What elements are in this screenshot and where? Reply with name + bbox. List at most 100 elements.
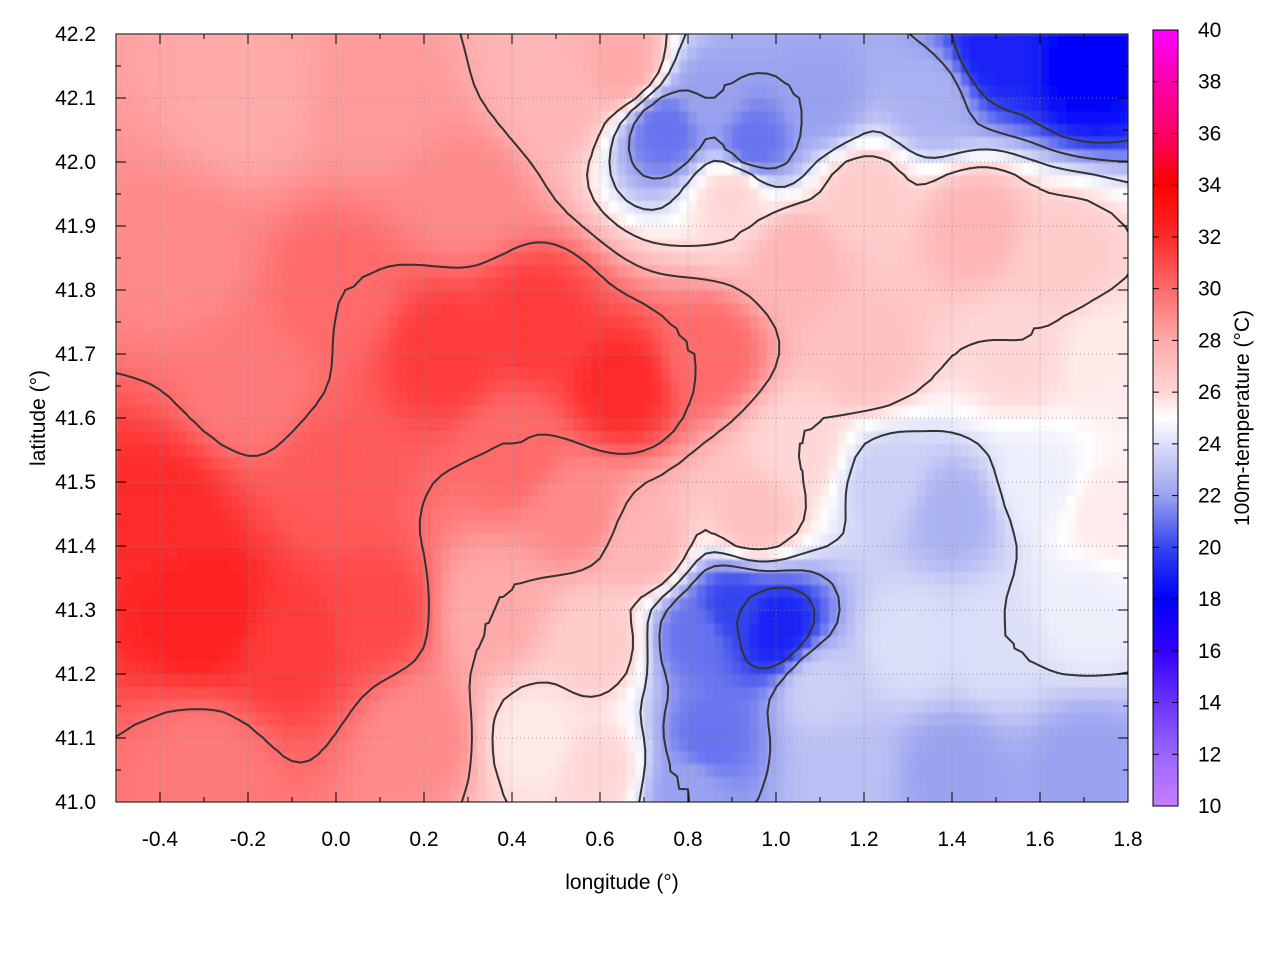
heatmap-cell <box>652 584 663 598</box>
heatmap-cell <box>168 750 179 765</box>
heatmap-cell <box>1013 482 1023 496</box>
heatmap-cell <box>908 418 918 432</box>
heatmap-cell <box>476 610 487 624</box>
heatmap-cell <box>987 251 997 265</box>
heatmap-cell <box>309 341 319 355</box>
heatmap-cell <box>793 341 803 355</box>
heatmap-cell <box>388 238 399 253</box>
heatmap-cell <box>362 571 372 585</box>
heatmap-cell <box>582 738 592 752</box>
heatmap-cell <box>996 443 1006 457</box>
heatmap-cell <box>265 238 275 253</box>
heatmap-cell <box>547 405 557 419</box>
heatmap-cell <box>688 738 698 752</box>
heatmap-cell <box>406 520 416 534</box>
heatmap-cell <box>864 507 874 521</box>
heatmap-cell <box>309 738 319 752</box>
heatmap-cell <box>802 443 812 457</box>
heatmap-cell <box>248 251 258 265</box>
heatmap-cell <box>397 686 407 701</box>
heatmap-cell <box>186 520 196 534</box>
heatmap-cell <box>168 546 179 560</box>
heatmap-cell <box>644 341 654 355</box>
heatmap-cell <box>969 405 979 419</box>
heatmap-cell <box>186 725 196 739</box>
heatmap-cell <box>309 251 319 265</box>
heatmap-cell <box>1022 750 1032 765</box>
heatmap-cell <box>186 443 196 457</box>
heatmap-cell <box>503 789 513 802</box>
heatmap-cell <box>925 315 935 329</box>
heatmap-cell <box>969 763 979 777</box>
heatmap-cell <box>899 418 909 432</box>
heatmap-cell <box>591 686 601 701</box>
heatmap-cell <box>520 610 531 624</box>
heatmap-cell <box>908 635 918 649</box>
heatmap-cell <box>864 494 874 509</box>
heatmap-cell <box>441 533 451 547</box>
heatmap-cell <box>1031 571 1041 585</box>
heatmap-cell <box>1022 712 1032 726</box>
heatmap-cell <box>256 507 267 521</box>
heatmap-cell <box>503 469 513 483</box>
heatmap-cell <box>564 469 575 483</box>
heatmap-cell <box>582 712 592 726</box>
heatmap-cell <box>811 290 821 304</box>
heatmap-cell <box>591 776 601 790</box>
heatmap-cell <box>1031 456 1041 470</box>
heatmap-cell <box>327 750 337 765</box>
heatmap-cell <box>934 379 944 393</box>
heatmap-cell <box>934 558 944 573</box>
heatmap-cell <box>705 392 715 406</box>
heatmap-cell <box>564 430 575 445</box>
heatmap-cell <box>503 366 513 381</box>
heatmap-cell <box>186 674 196 688</box>
heatmap-cell <box>828 546 839 560</box>
heatmap-cell <box>740 379 751 393</box>
heatmap-cell <box>969 712 979 726</box>
heatmap-cell <box>582 494 592 509</box>
heatmap-cell <box>485 622 495 637</box>
heatmap-cell <box>212 456 223 470</box>
heatmap-cell <box>846 776 856 790</box>
heatmap-cell <box>274 648 284 662</box>
heatmap-cell <box>714 686 724 701</box>
heatmap-cell <box>969 546 979 560</box>
heatmap-cell <box>397 699 407 713</box>
heatmap-cell <box>1110 405 1120 419</box>
heatmap-cell <box>591 302 601 317</box>
heatmap-cell <box>617 392 627 406</box>
heatmap-cell <box>1084 494 1094 509</box>
heatmap-cell <box>969 597 979 611</box>
heatmap-cell <box>1004 686 1015 701</box>
heatmap-cell <box>160 418 170 432</box>
heatmap-cell <box>846 379 856 393</box>
heatmap-cell <box>784 456 795 470</box>
heatmap-cell <box>916 597 927 611</box>
heatmap-cell <box>230 482 240 496</box>
heatmap-cell <box>124 290 135 304</box>
heatmap-cell <box>397 354 407 368</box>
heatmap-cell <box>855 392 865 406</box>
heatmap-cell <box>635 418 645 432</box>
heatmap-cell <box>248 430 258 445</box>
heatmap-cell <box>318 725 328 739</box>
heatmap-cell <box>952 302 962 317</box>
heatmap-cell <box>635 264 645 278</box>
heatmap-cell <box>925 251 935 265</box>
heatmap-cell <box>256 622 267 637</box>
heatmap-cell <box>160 699 170 713</box>
heatmap-cell <box>600 277 610 291</box>
heatmap-cell <box>133 507 143 521</box>
heatmap-cell <box>529 776 539 790</box>
heatmap-cell <box>388 622 399 637</box>
heatmap-cell <box>204 635 214 649</box>
heatmap-cell <box>564 520 575 534</box>
heatmap-cell <box>802 725 812 739</box>
heatmap-cell <box>679 558 689 573</box>
heatmap-cell <box>723 328 733 342</box>
heatmap-cell <box>608 584 619 598</box>
heatmap-cell <box>160 366 170 381</box>
heatmap-cell <box>274 392 284 406</box>
heatmap-cell <box>1084 264 1094 278</box>
